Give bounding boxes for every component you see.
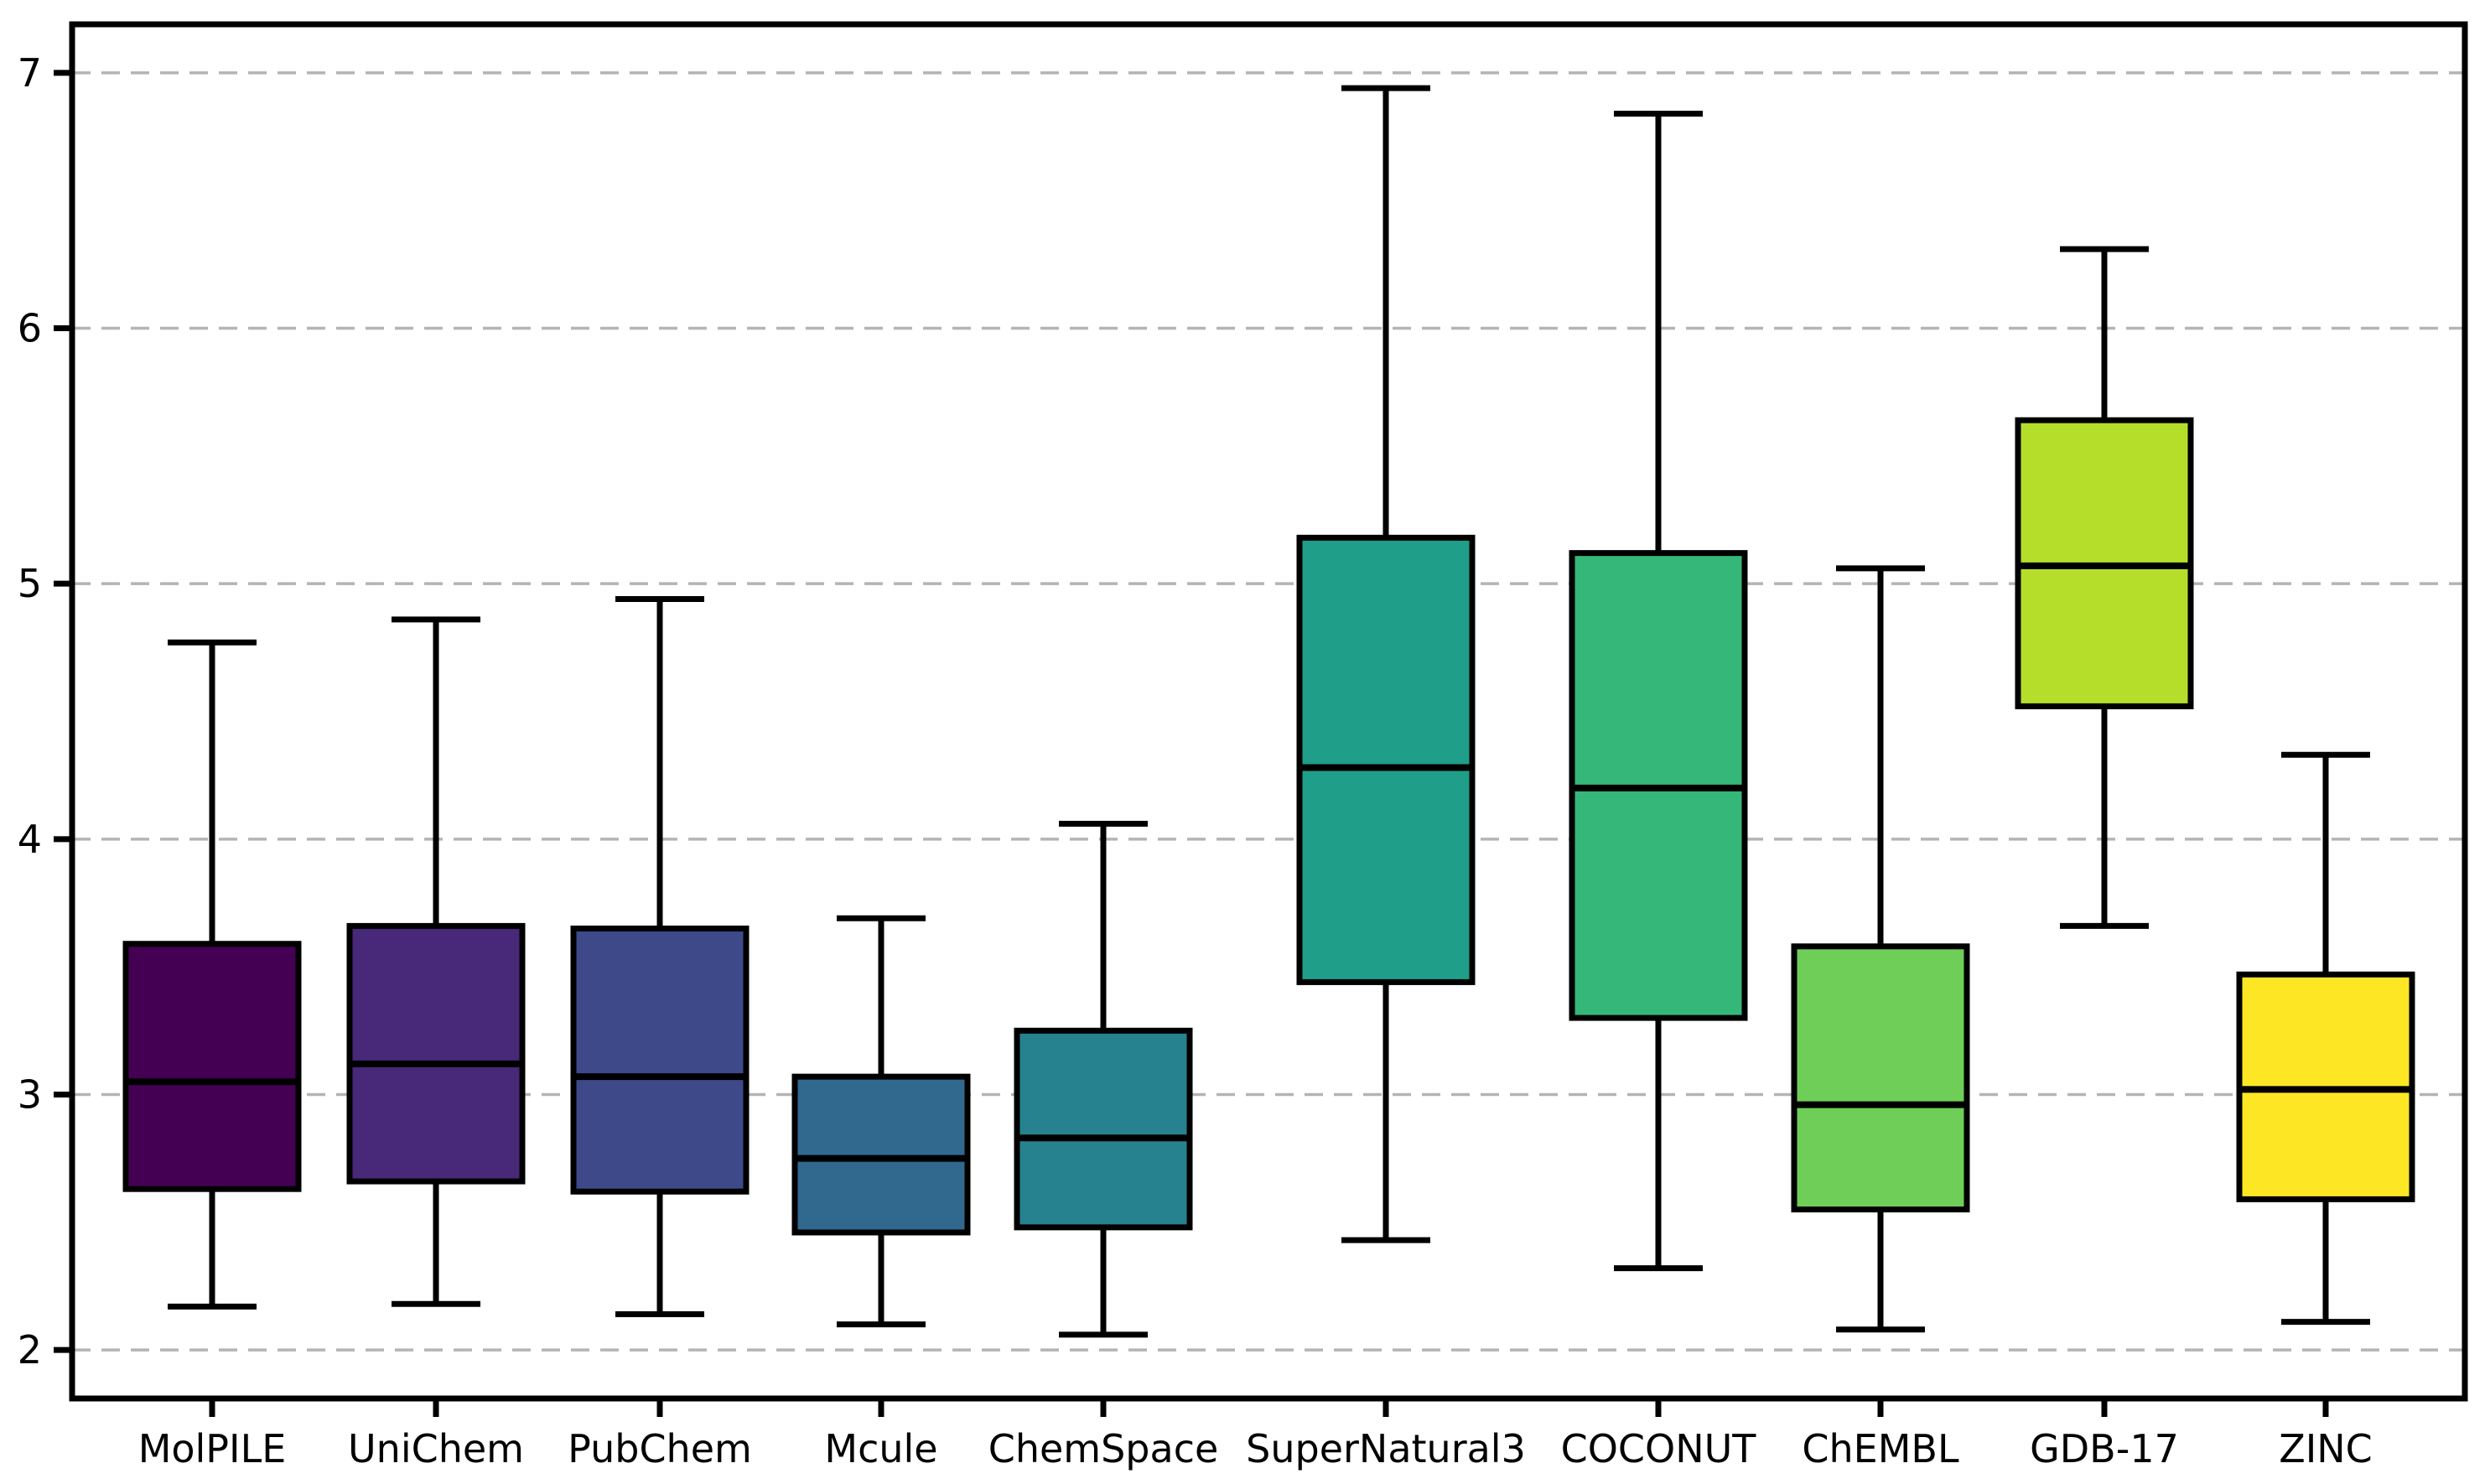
box-PubChem <box>570 595 750 1317</box>
box-UniChem <box>346 616 526 1307</box>
y-tick-label: 3 <box>18 1071 42 1117</box>
plot-frame <box>69 21 2468 1402</box>
tick-labels: 2 3 4 5 6 7 MolPILE UniChem PubChem Mcule ChemSpac… <box>18 50 2373 1471</box>
box-COCONUT <box>1569 111 1748 1272</box>
x-tick-label-ChEMBL: ChEMBL <box>1802 1426 1959 1471</box>
box-GDB-17 <box>2015 246 2194 929</box>
box-MolPILE <box>122 639 302 1310</box>
x-tick-label-PubChem: PubChem <box>568 1426 752 1471</box>
box-ChEMBL <box>1791 565 1970 1333</box>
y-tick-label: 5 <box>18 561 42 606</box>
x-tick-label-COCONUT: COCONUT <box>1561 1426 1757 1471</box>
box-layer <box>122 85 2415 1338</box>
iqr-box <box>1791 943 1970 1213</box>
box-SuperNatural3 <box>1296 85 1476 1243</box>
iqr-box <box>570 925 750 1195</box>
y-tick-label: 6 <box>18 306 42 351</box>
x-tick-label-GDB-17: GDB-17 <box>2030 1426 2179 1471</box>
iqr-box <box>1014 1027 1193 1231</box>
x-tick-label-ZINC: ZINC <box>2279 1426 2373 1471</box>
tick-layer <box>54 70 2329 1417</box>
box-ZINC <box>2236 751 2415 1326</box>
x-tick-label-MolPILE: MolPILE <box>138 1426 287 1471</box>
box-Mcule <box>791 915 971 1328</box>
iqr-box <box>122 941 302 1192</box>
y-tick-label: 7 <box>18 50 42 96</box>
iqr-box <box>791 1073 971 1236</box>
y-tick-label: 4 <box>18 817 42 862</box>
x-tick-label-Mcule: Mcule <box>824 1426 937 1471</box>
x-tick-label-SuperNatural3: SuperNatural3 <box>1246 1426 1526 1471</box>
axes-frame <box>69 21 2468 1402</box>
x-tick-label-UniChem: UniChem <box>348 1426 524 1471</box>
iqr-box <box>1296 534 1476 985</box>
x-tick-label-ChemSpace: ChemSpace <box>988 1426 1219 1471</box>
iqr-box <box>346 922 526 1185</box>
box-ChemSpace <box>1014 821 1193 1338</box>
y-tick-label: 2 <box>18 1327 42 1372</box>
